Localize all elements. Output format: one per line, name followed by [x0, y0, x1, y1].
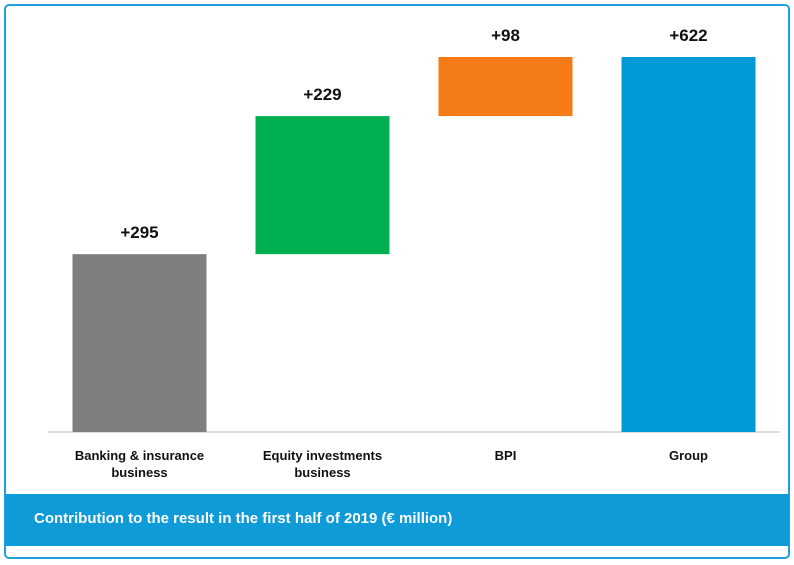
value-label: +295: [120, 223, 158, 242]
x-tick-label: Banking & insurance business: [74, 448, 205, 480]
x-tick-label: Group: [669, 448, 708, 463]
bar: [438, 57, 573, 117]
bar: [72, 254, 207, 432]
frame: [4, 4, 790, 559]
bar: [621, 57, 756, 432]
value-label: +98: [491, 26, 520, 45]
x-tick-label: Equity investments business: [262, 448, 383, 480]
value-label: +622: [669, 26, 707, 45]
value-label: +229: [303, 85, 341, 104]
bar: [255, 116, 390, 255]
chart-title: Contribution to the result in the first …: [34, 510, 453, 527]
title-banner: [5, 494, 789, 546]
x-tick-label: BPI: [494, 448, 517, 463]
